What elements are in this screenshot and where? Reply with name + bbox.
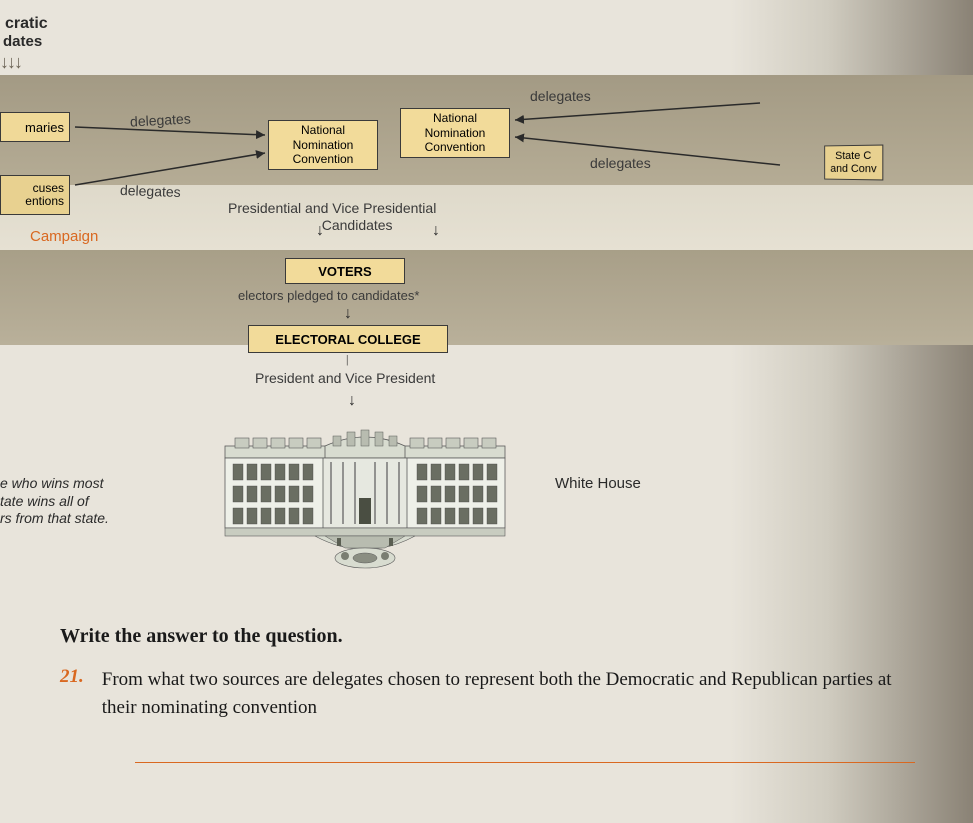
down-arrow-icon: ↓ — [432, 222, 440, 240]
box-national-convention-right: National Nomination Convention — [400, 108, 510, 158]
conv-right-text: National Nomination Convention — [425, 111, 486, 154]
question-section: Write the answer to the question. 21. Fr… — [60, 625, 893, 763]
pres-vp-label: President and Vice President — [255, 370, 435, 386]
box-caucuses-partial: cuses entions — [0, 175, 70, 215]
label-entions: entions — [25, 195, 64, 208]
question-number: 21. — [60, 666, 84, 688]
white-house-label: White House — [555, 475, 641, 492]
partial-cratic: cratic — [5, 15, 48, 33]
delegates-label-2: delegates — [120, 182, 181, 200]
answer-line — [135, 761, 915, 763]
white-house-icon — [205, 418, 525, 578]
question-row: 21. From what two sources are delegates … — [60, 666, 893, 721]
conv-left-text: National Nomination Convention — [293, 123, 354, 166]
delegates-label-1: delegates — [130, 110, 191, 129]
delegates-label-3: delegates — [530, 88, 591, 104]
pres-cand-line2: Candidates — [278, 217, 436, 234]
down-arrow-icon: ↓ — [316, 222, 324, 240]
down-arrow-icon: | — [346, 352, 348, 367]
band-lower — [0, 250, 973, 345]
box-primaries-partial: maries — [0, 112, 70, 142]
left-arrows-icon — [70, 85, 270, 195]
box-electoral-college: ELECTORAL COLLEGE — [248, 325, 448, 353]
ec-text: ELECTORAL COLLEGE — [275, 332, 420, 347]
textbook-page: cratic dates ↓↓↓ maries cuses entions de… — [0, 0, 973, 823]
state-conv-text: State C and Conv — [830, 150, 876, 175]
label-maries: maries — [25, 120, 64, 135]
question-heading: Write the answer to the question. — [60, 625, 893, 648]
circle-arrows-icon: ↓↓↓ — [0, 52, 21, 73]
down-arrow-icon: ↓ — [344, 305, 352, 323]
pres-cand-line1: Presidential and Vice Presidential — [228, 200, 436, 217]
down-arrow-icon: ↓ — [348, 392, 356, 410]
partial-dates: dates — [3, 33, 42, 50]
box-voters: VOTERS — [285, 258, 405, 284]
box-national-convention-left: National Nomination Convention — [268, 120, 378, 170]
footnote-wins-most: e who wins most tate wins all of rs from… — [0, 475, 109, 528]
question-text: From what two sources are delegates chos… — [102, 666, 893, 721]
pledged-label: electors pledged to candidates* — [238, 288, 419, 303]
campaign-label: Campaign — [30, 228, 98, 245]
voters-text: VOTERS — [318, 264, 371, 279]
box-state-conventions-partial: State C and Conv — [824, 145, 883, 181]
delegates-label-4: delegates — [590, 155, 651, 171]
pres-candidates-label: Presidential and Vice Presidential Candi… — [228, 200, 436, 234]
